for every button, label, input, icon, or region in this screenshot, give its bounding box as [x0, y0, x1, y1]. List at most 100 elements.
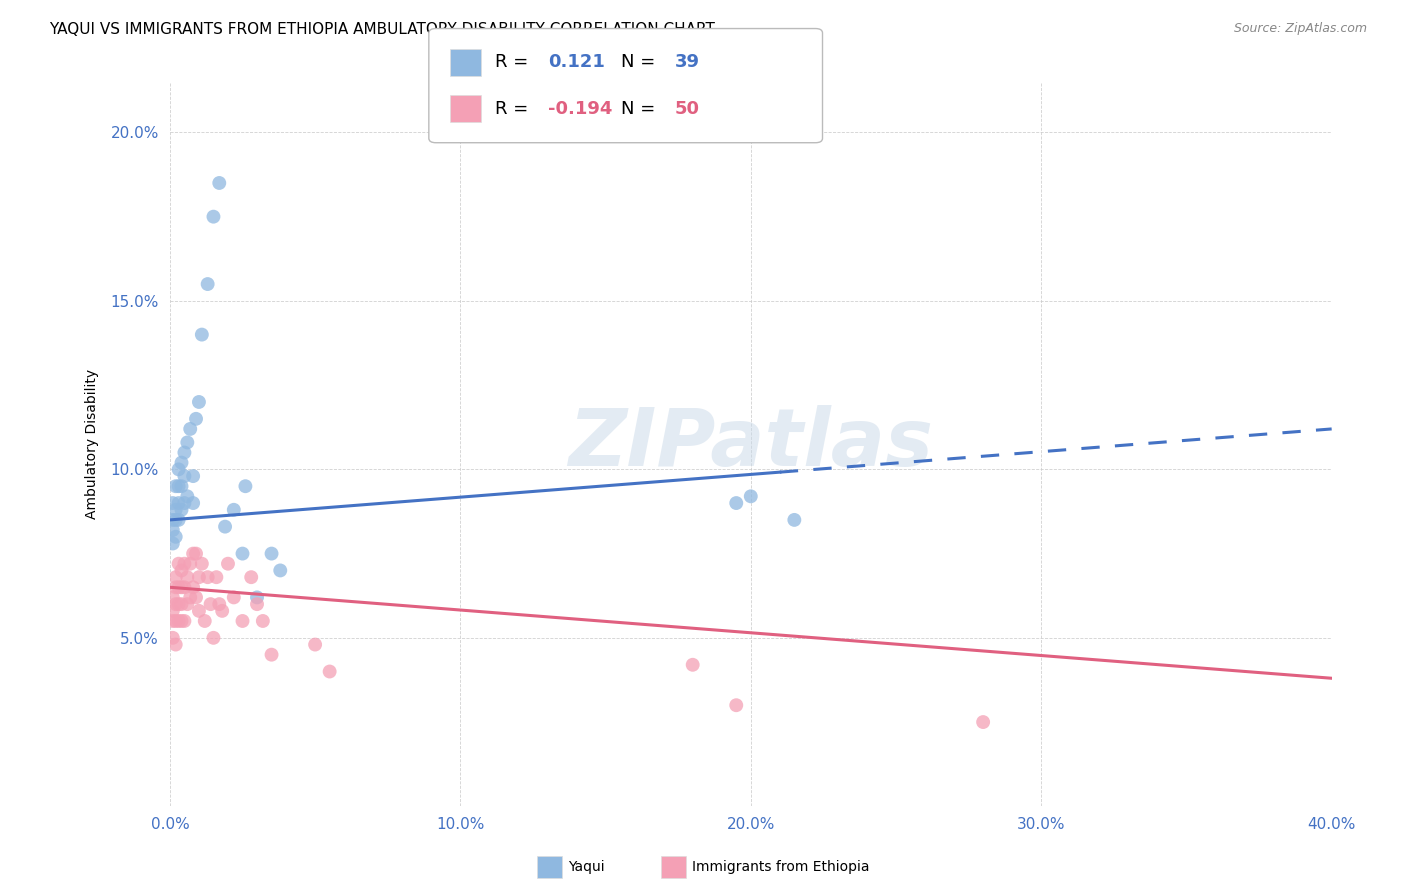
- Point: [170, 456, 193, 470]
- Text: Immigrants from Ethiopia: Immigrants from Ethiopia: [692, 860, 869, 874]
- Point: [217, 557, 239, 571]
- Point: [165, 570, 187, 584]
- Point: [260, 648, 283, 662]
- Text: 0.121: 0.121: [548, 54, 605, 71]
- Point: [173, 557, 195, 571]
- Point: [165, 638, 187, 652]
- Point: [184, 547, 207, 561]
- Point: [162, 536, 184, 550]
- Point: [179, 591, 201, 605]
- Point: [783, 513, 806, 527]
- Point: [162, 614, 184, 628]
- Point: [181, 496, 204, 510]
- Point: [208, 176, 231, 190]
- Point: [214, 519, 236, 533]
- Text: R =: R =: [495, 100, 534, 118]
- Point: [187, 395, 209, 409]
- Point: [170, 614, 193, 628]
- Point: [165, 513, 187, 527]
- Point: [972, 714, 994, 729]
- Point: [179, 422, 201, 436]
- Point: [162, 513, 184, 527]
- Text: 50: 50: [675, 100, 700, 118]
- Point: [725, 496, 748, 510]
- Point: [252, 614, 274, 628]
- Point: [167, 462, 190, 476]
- Point: [173, 445, 195, 459]
- Point: [682, 657, 704, 672]
- Point: [208, 597, 231, 611]
- Point: [176, 489, 198, 503]
- Point: [240, 570, 263, 584]
- Point: [165, 479, 187, 493]
- Point: [197, 570, 219, 584]
- Point: [176, 435, 198, 450]
- Point: [167, 580, 190, 594]
- Point: [181, 469, 204, 483]
- Point: [725, 698, 748, 713]
- Point: [246, 597, 269, 611]
- Point: [246, 591, 269, 605]
- Point: [162, 631, 184, 645]
- Y-axis label: Ambulatory Disability: Ambulatory Disability: [86, 369, 100, 519]
- Point: [162, 591, 184, 605]
- Point: [162, 604, 184, 618]
- Point: [173, 469, 195, 483]
- Point: [191, 327, 214, 342]
- Point: [260, 547, 283, 561]
- Point: [222, 591, 245, 605]
- Text: N =: N =: [621, 100, 661, 118]
- Point: [170, 597, 193, 611]
- Point: [235, 479, 257, 493]
- Point: [222, 503, 245, 517]
- Point: [211, 604, 233, 618]
- Point: [170, 503, 193, 517]
- Point: [167, 513, 190, 527]
- Point: [165, 530, 187, 544]
- Text: YAQUI VS IMMIGRANTS FROM ETHIOPIA AMBULATORY DISABILITY CORRELATION CHART: YAQUI VS IMMIGRANTS FROM ETHIOPIA AMBULA…: [49, 22, 716, 37]
- Point: [165, 614, 187, 628]
- Point: [170, 564, 193, 578]
- Point: [191, 557, 214, 571]
- Point: [202, 631, 225, 645]
- Point: [165, 597, 187, 611]
- Point: [269, 564, 291, 578]
- Point: [167, 614, 190, 628]
- Point: [162, 523, 184, 537]
- Point: [740, 489, 762, 503]
- Point: [173, 580, 195, 594]
- Point: [231, 547, 253, 561]
- Text: 39: 39: [675, 54, 700, 71]
- Point: [176, 597, 198, 611]
- Point: [173, 614, 195, 628]
- Point: [304, 638, 326, 652]
- Point: [202, 210, 225, 224]
- Point: [181, 547, 204, 561]
- Point: [184, 412, 207, 426]
- Point: [167, 557, 190, 571]
- Text: ZIPatlas: ZIPatlas: [568, 405, 934, 483]
- Point: [170, 580, 193, 594]
- Point: [318, 665, 340, 679]
- Point: [187, 570, 209, 584]
- Point: [176, 570, 198, 584]
- Point: [187, 604, 209, 618]
- Text: Yaqui: Yaqui: [568, 860, 605, 874]
- Point: [181, 580, 204, 594]
- Point: [167, 597, 190, 611]
- Point: [162, 496, 184, 510]
- Point: [167, 479, 190, 493]
- Text: R =: R =: [495, 54, 534, 71]
- Point: [200, 597, 222, 611]
- Point: [197, 277, 219, 291]
- Point: [165, 503, 187, 517]
- Point: [194, 614, 217, 628]
- Text: N =: N =: [621, 54, 661, 71]
- Point: [170, 479, 193, 493]
- Text: Source: ZipAtlas.com: Source: ZipAtlas.com: [1233, 22, 1367, 36]
- Point: [167, 496, 190, 510]
- Point: [205, 570, 228, 584]
- Point: [184, 591, 207, 605]
- Text: -0.194: -0.194: [548, 100, 613, 118]
- Point: [179, 557, 201, 571]
